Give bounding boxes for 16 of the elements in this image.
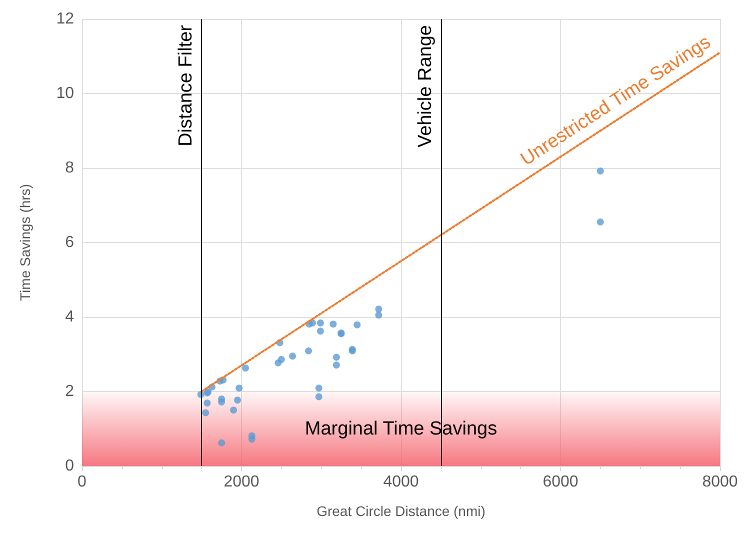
x-tick-label: 4000 [383,474,419,490]
ref-line-label: Distance Filter [176,24,197,146]
x-tick-label: 8000 [702,474,738,490]
x-tick-label: 0 [78,474,87,490]
y-tick-label: 0 [65,458,74,474]
y-tick-label: 10 [56,85,74,102]
y-axis-title: Time Savings (hrs) [17,184,33,301]
y-tick-label: 6 [65,234,74,251]
y-tick-label: 2 [65,383,74,400]
y-tick-label: 4 [65,308,74,326]
x-tick-label: 2000 [224,474,260,490]
ref-line-label: Vehicle Range [414,25,436,148]
x-tick-label: 6000 [542,474,578,490]
y-tick-label: 12 [56,10,74,28]
y-tick-label: 8 [65,160,74,176]
x-axis-title: Great Circle Distance (nmi) [316,503,486,519]
